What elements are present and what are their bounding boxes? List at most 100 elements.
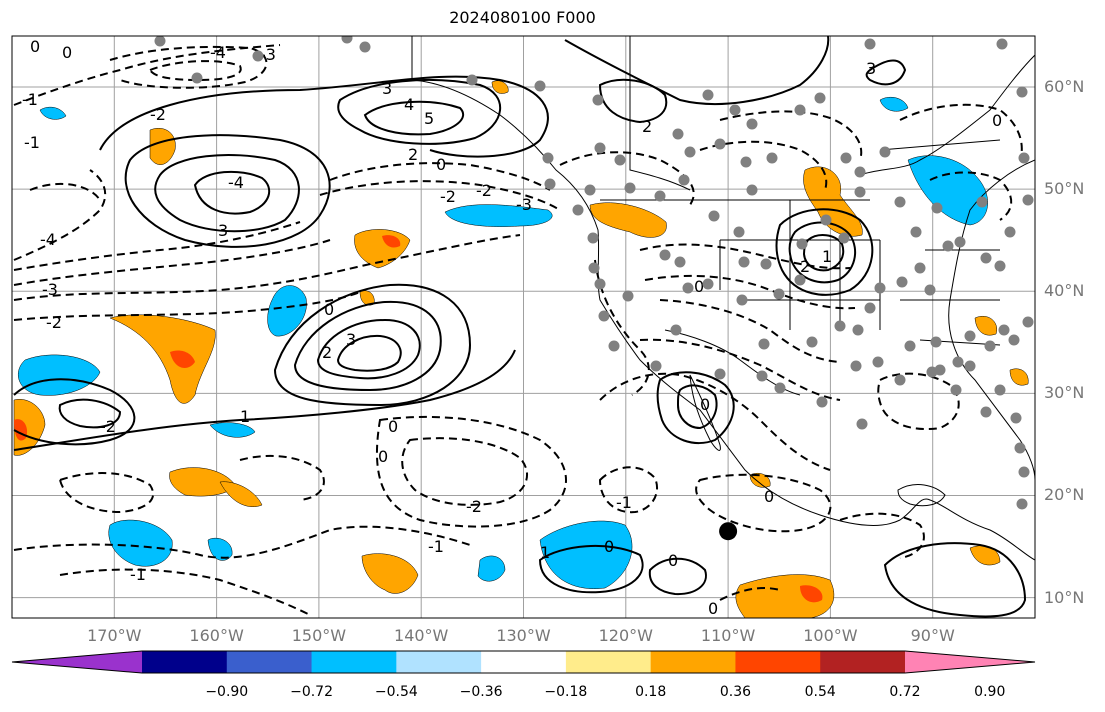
orange-anomaly (13, 399, 46, 456)
station-dot (359, 41, 371, 53)
station-dot (834, 320, 846, 332)
contour-label: 0 (694, 277, 704, 296)
station-dot (864, 38, 876, 50)
contour-label: 4 (404, 95, 414, 114)
station-dot (952, 356, 964, 368)
contour-label: 0 (992, 111, 1002, 130)
contour-label: 0 (388, 417, 398, 436)
contour-label: 1 (822, 247, 832, 266)
station-dot (252, 50, 264, 62)
station-dot (654, 190, 666, 202)
station-dot (894, 374, 906, 386)
colorbar-max-extend (905, 651, 1035, 673)
contour-label: -4 (228, 173, 244, 192)
contour-label: 0 (436, 155, 446, 174)
station-dot (954, 236, 966, 248)
station-dot (659, 249, 671, 261)
station-dot (714, 368, 726, 380)
station-dot (670, 324, 682, 336)
orange-anomaly (1009, 368, 1029, 386)
contour-label: 0 (668, 551, 678, 570)
colorbar-segment (226, 651, 313, 673)
station-dot (996, 38, 1008, 50)
station-dot (816, 396, 828, 408)
station-dot (1022, 316, 1034, 328)
contour-label: -1 (24, 133, 40, 152)
station-dot (766, 152, 778, 164)
station-markers (154, 36, 1034, 510)
longitude-label: 170°W (87, 626, 142, 645)
station-dot (894, 196, 906, 208)
longitude-label: 130°W (496, 626, 551, 645)
longitude-label: 90°W (910, 626, 955, 645)
colorbar-tick-label: 0.54 (804, 684, 836, 700)
station-dot (544, 178, 556, 190)
station-dot (998, 324, 1010, 336)
station-dot (708, 210, 720, 222)
latitude-label: 20°N (1044, 485, 1085, 505)
station-dot (774, 382, 786, 394)
blue-anomaly (539, 520, 633, 589)
orange-anomaly (149, 128, 176, 165)
contour-label: -1 (616, 493, 632, 512)
station-dot (588, 262, 600, 274)
station-dot (682, 282, 694, 294)
blue-anomaly (444, 204, 553, 227)
station-dot (738, 256, 750, 268)
colorbar-tick-label: −0.54 (374, 684, 418, 700)
colorbar-tick-label: −0.36 (459, 684, 503, 700)
station-dot (838, 232, 850, 244)
station-dot (964, 330, 976, 342)
contour-label: 1 (540, 543, 550, 562)
contours-dashed (13, 44, 1023, 616)
station-dot (1022, 194, 1034, 206)
contour-label: -3 (516, 195, 532, 214)
station-dot (854, 186, 866, 198)
station-dot (729, 104, 741, 116)
station-dot (614, 154, 626, 166)
colorbar-tick-label: 0.36 (719, 684, 752, 700)
station-dot (994, 384, 1006, 396)
station-dot (984, 340, 996, 352)
contour-label: 3 (218, 221, 228, 240)
contour-label: 0 (604, 537, 614, 556)
station-dot (650, 360, 662, 372)
station-dot (904, 340, 916, 352)
station-dot (702, 278, 714, 290)
colorbar-min-extend (12, 651, 142, 673)
station-dot (733, 226, 745, 238)
station-dot (794, 104, 806, 116)
station-dot (796, 238, 808, 250)
station-dot (740, 156, 752, 168)
station-dot (872, 356, 884, 368)
station-dot (584, 184, 596, 196)
station-dot (840, 152, 852, 164)
latitude-label: 60°N (1044, 77, 1085, 97)
orange-anomaly (491, 80, 509, 94)
station-dot (542, 152, 554, 164)
station-dot (976, 196, 988, 208)
station-dot (746, 118, 758, 130)
station-dot (341, 36, 353, 44)
longitude-label: 140°W (394, 626, 449, 645)
station-dot (1016, 86, 1028, 98)
station-dot (758, 338, 770, 350)
station-dot (624, 182, 636, 194)
colorbar-tick-label: −0.72 (290, 684, 333, 700)
orange-anomaly (170, 350, 195, 368)
station-dot (714, 138, 726, 150)
contour-label: -2 (476, 181, 492, 200)
latitude-label: 50°N (1044, 179, 1085, 199)
station-dot (191, 72, 203, 84)
colorbar-tick-label: −0.90 (205, 684, 249, 700)
station-dot (1010, 412, 1022, 424)
station-dot (854, 166, 866, 178)
contour-label: 2 (408, 145, 418, 164)
orange-anomaly (169, 467, 236, 497)
blue-anomaly (207, 537, 233, 561)
colorbar-segment (820, 651, 906, 673)
station-dot (852, 324, 864, 336)
colorbar-tick-label: 0.18 (635, 684, 667, 700)
station-dot (594, 142, 606, 154)
station-dot (1014, 442, 1026, 454)
